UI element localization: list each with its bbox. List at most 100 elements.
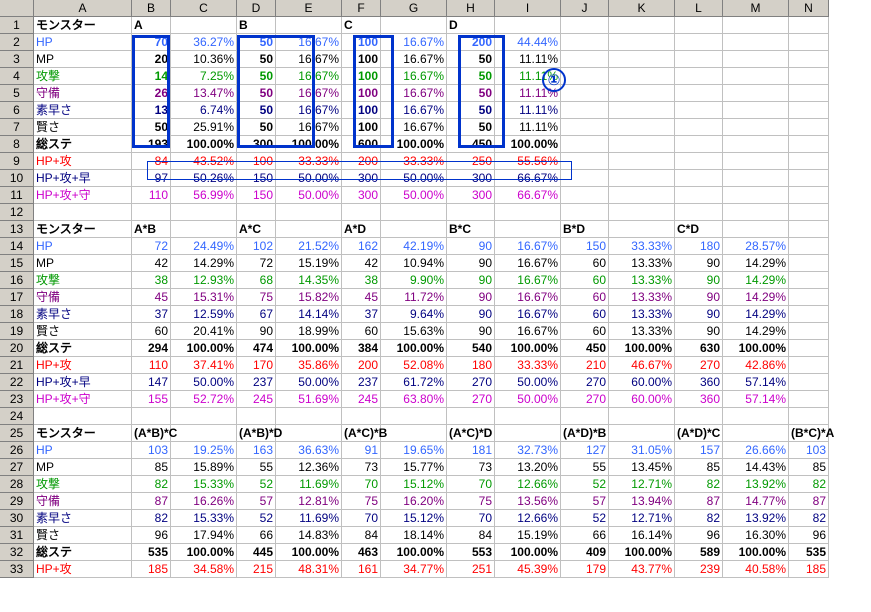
cell-j29[interactable]: 57 (561, 493, 609, 510)
cell-k33[interactable]: 43.77% (609, 561, 675, 578)
cell-c17[interactable]: 15.31% (171, 289, 237, 306)
cell-l23[interactable]: 360 (675, 391, 723, 408)
cell-k14[interactable]: 33.33% (609, 238, 675, 255)
cell-c30[interactable]: 15.33% (171, 510, 237, 527)
cell-m14[interactable]: 28.57% (723, 238, 789, 255)
cell-n6[interactable] (789, 102, 829, 119)
cell-n32[interactable]: 535 (789, 544, 829, 561)
cell-n5[interactable] (789, 85, 829, 102)
cell-i27[interactable]: 13.20% (495, 459, 561, 476)
cell-a31[interactable]: 賢さ (34, 527, 132, 544)
cell-a3[interactable]: MP (34, 51, 132, 68)
cell-c14[interactable]: 24.49% (171, 238, 237, 255)
cell-h26[interactable]: 181 (447, 442, 495, 459)
cell-l29[interactable]: 87 (675, 493, 723, 510)
cell-c29[interactable]: 16.26% (171, 493, 237, 510)
cell-a15[interactable]: MP (34, 255, 132, 272)
cell-g4[interactable]: 16.67% (381, 68, 447, 85)
cell-g26[interactable]: 19.65% (381, 442, 447, 459)
cell-m31[interactable]: 16.30% (723, 527, 789, 544)
cell-e10[interactable]: 50.00% (276, 170, 342, 187)
cell-f1[interactable]: C (342, 17, 381, 34)
cell-d2[interactable]: 50 (237, 34, 276, 51)
cell-n2[interactable] (789, 34, 829, 51)
cell-a9[interactable]: HP+攻 (34, 153, 132, 170)
cell-j3[interactable] (561, 51, 609, 68)
cell-g31[interactable]: 18.14% (381, 527, 447, 544)
cell-b33[interactable]: 185 (132, 561, 171, 578)
cell-j5[interactable] (561, 85, 609, 102)
cell-k6[interactable] (609, 102, 675, 119)
cell-j17[interactable]: 60 (561, 289, 609, 306)
cell-i19[interactable]: 16.67% (495, 323, 561, 340)
cell-g2[interactable]: 16.67% (381, 34, 447, 51)
row-header[interactable]: 9 (0, 153, 34, 170)
cell-h2[interactable]: 200 (447, 34, 495, 51)
cell-e9[interactable]: 33.33% (276, 153, 342, 170)
cell-m12[interactable] (723, 204, 789, 221)
column-header-a[interactable]: A (34, 0, 132, 17)
cell-j32[interactable]: 409 (561, 544, 609, 561)
cell-h11[interactable]: 300 (447, 187, 495, 204)
cell-f24[interactable] (342, 408, 381, 425)
cell-j7[interactable] (561, 119, 609, 136)
cell-c22[interactable]: 50.00% (171, 374, 237, 391)
cell-m25[interactable] (723, 425, 789, 442)
cell-j30[interactable]: 52 (561, 510, 609, 527)
cell-g20[interactable]: 100.00% (381, 340, 447, 357)
cell-l26[interactable]: 157 (675, 442, 723, 459)
cell-h29[interactable]: 75 (447, 493, 495, 510)
cell-h32[interactable]: 553 (447, 544, 495, 561)
cell-b13[interactable]: A*B (132, 221, 171, 238)
cell-m3[interactable] (723, 51, 789, 68)
cell-j23[interactable]: 270 (561, 391, 609, 408)
cell-k7[interactable] (609, 119, 675, 136)
cell-k12[interactable] (609, 204, 675, 221)
cell-f7[interactable]: 100 (342, 119, 381, 136)
cell-f13[interactable]: A*D (342, 221, 381, 238)
cell-g22[interactable]: 61.72% (381, 374, 447, 391)
cell-l30[interactable]: 82 (675, 510, 723, 527)
cell-h33[interactable]: 251 (447, 561, 495, 578)
cell-b19[interactable]: 60 (132, 323, 171, 340)
cell-k1[interactable] (609, 17, 675, 34)
cell-f5[interactable]: 100 (342, 85, 381, 102)
cell-e2[interactable]: 16.67% (276, 34, 342, 51)
cell-g25[interactable] (381, 425, 447, 442)
column-header-j[interactable]: J (561, 0, 609, 17)
cell-k23[interactable]: 60.00% (609, 391, 675, 408)
cell-k22[interactable]: 60.00% (609, 374, 675, 391)
cell-e17[interactable]: 15.82% (276, 289, 342, 306)
cell-a5[interactable]: 守備 (34, 85, 132, 102)
cell-c7[interactable]: 25.91% (171, 119, 237, 136)
cell-k30[interactable]: 12.71% (609, 510, 675, 527)
row-header[interactable]: 5 (0, 85, 34, 102)
cell-b20[interactable]: 294 (132, 340, 171, 357)
cell-e30[interactable]: 11.69% (276, 510, 342, 527)
cell-i17[interactable]: 16.67% (495, 289, 561, 306)
row-header[interactable]: 7 (0, 119, 34, 136)
cell-l12[interactable] (675, 204, 723, 221)
cell-g19[interactable]: 15.63% (381, 323, 447, 340)
cell-h19[interactable]: 90 (447, 323, 495, 340)
cell-e6[interactable]: 16.67% (276, 102, 342, 119)
cell-f33[interactable]: 161 (342, 561, 381, 578)
cell-m11[interactable] (723, 187, 789, 204)
cell-b28[interactable]: 82 (132, 476, 171, 493)
row-header[interactable]: 29 (0, 493, 34, 510)
cell-h28[interactable]: 70 (447, 476, 495, 493)
cell-a13[interactable]: モンスター (34, 221, 132, 238)
cell-f25[interactable]: (A*C)*B (342, 425, 388, 442)
cell-n4[interactable] (789, 68, 829, 85)
cell-k10[interactable] (609, 170, 675, 187)
cell-e31[interactable]: 14.83% (276, 527, 342, 544)
cell-e20[interactable]: 100.00% (276, 340, 342, 357)
cell-i10[interactable]: 66.67% (495, 170, 561, 187)
cell-b4[interactable]: 14 (132, 68, 171, 85)
cell-c10[interactable]: 50.26% (171, 170, 237, 187)
cell-e16[interactable]: 14.35% (276, 272, 342, 289)
cell-m33[interactable]: 40.58% (723, 561, 789, 578)
cell-d3[interactable]: 50 (237, 51, 276, 68)
cell-d10[interactable]: 150 (237, 170, 276, 187)
cell-n31[interactable]: 96 (789, 527, 829, 544)
